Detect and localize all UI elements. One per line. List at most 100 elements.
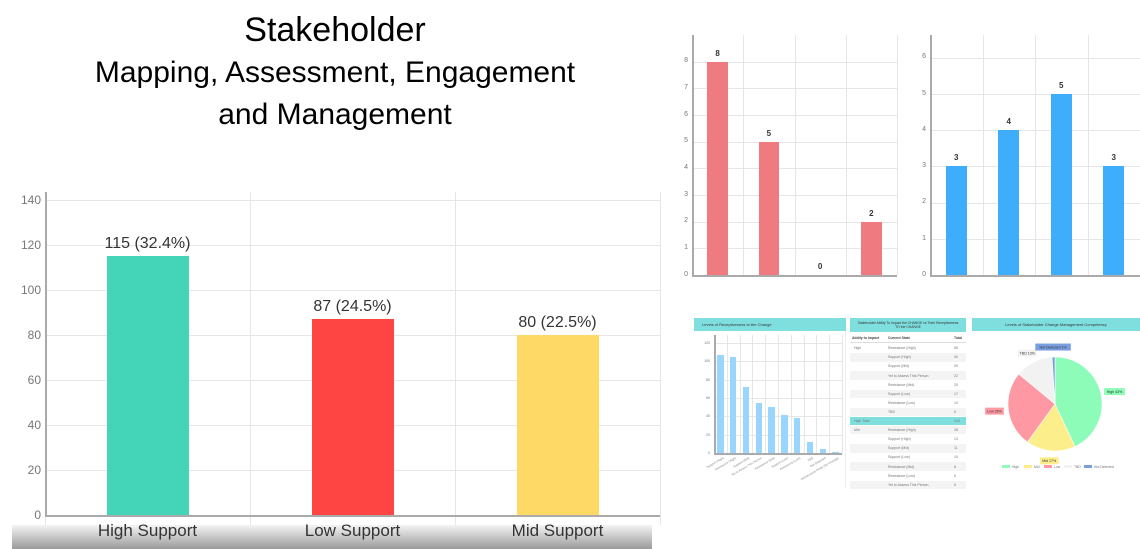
- y-tick-label: 120: [20, 237, 41, 252]
- table-cell: 6: [954, 473, 956, 478]
- bar: [755, 402, 762, 453]
- y-axis: [714, 335, 716, 453]
- table-cell: Resistance (Mid): [888, 382, 915, 387]
- grid-line: [739, 335, 741, 453]
- bar: [945, 166, 967, 275]
- grid-line: [778, 335, 779, 453]
- pie-slice-label: High 43%: [1107, 390, 1123, 394]
- table-total-row: High Total 210: [850, 416, 966, 426]
- bar: [794, 418, 801, 453]
- bar-value-label: 8: [715, 48, 720, 58]
- bar-value-label: 4: [1006, 117, 1011, 126]
- column-header: Total: [954, 335, 963, 340]
- table-cell: High Total: [854, 419, 870, 424]
- grid-line: [794, 35, 796, 275]
- bottom-shadow-bar: [12, 525, 652, 549]
- y-tick-label: 120: [704, 340, 710, 345]
- table-cell: 6: [954, 409, 956, 414]
- table-cell: 39: [954, 364, 958, 369]
- pie-svg: High 43%Mid 17%Low 26%TBD 13%Not Detecte…: [985, 343, 1125, 469]
- y-tick-label: 80: [706, 377, 710, 382]
- table-cell: Yet to Assess This Person: [888, 482, 929, 487]
- y-tick-label: 8: [684, 57, 688, 65]
- table-row: Resistance (Mid) 20: [850, 380, 966, 389]
- table-cell: 28: [954, 428, 958, 433]
- table-header: Ability to Impact Current State Total: [850, 334, 966, 343]
- y-tick-label: 6: [684, 110, 688, 118]
- y-tick-label: 100: [20, 282, 41, 297]
- table-row: Resistance (Low) 10: [850, 398, 966, 408]
- y-axis: [692, 35, 694, 275]
- grid-line: [790, 335, 792, 453]
- grid-line: [726, 335, 728, 453]
- y-tick-label: 60: [27, 372, 41, 387]
- y-axis: [45, 192, 47, 515]
- bar: [861, 221, 882, 275]
- bar: [832, 452, 839, 453]
- grid-line: [743, 35, 745, 275]
- table-cell: 8: [954, 464, 956, 469]
- table-row: Yet to Assess This Person 5: [850, 480, 966, 490]
- table-row: Support (Mid) 39: [850, 362, 966, 371]
- support-bar-chart: 0 20 40 60 80 100 120 140 115 (32.4%) High Suppor…: [0, 185, 661, 549]
- y-tick-label: 40: [27, 417, 41, 432]
- title-line-1: Stakeholder: [244, 11, 426, 49]
- grid-line: [1035, 35, 1036, 275]
- grid-line: [45, 290, 660, 291]
- category-label: Low Support: [304, 521, 401, 540]
- table-cell: Resistance (Low): [888, 473, 916, 478]
- pie-slice: [1007, 373, 1056, 443]
- pie-slice-label: TBD 13%: [1020, 352, 1036, 356]
- bar-value-label: 3: [1111, 153, 1116, 163]
- table-cell: 13: [954, 437, 958, 442]
- table-row: Support (Low) 17: [850, 389, 966, 399]
- table-cell: Support (Low): [888, 391, 910, 396]
- pie-slice-label: Mid 17%: [1042, 459, 1057, 463]
- bar: [819, 449, 826, 453]
- y-tick-label: 2: [922, 198, 926, 206]
- impact-table-panel: Stakeholder Ability To Impact the CHANGE…: [850, 318, 966, 490]
- y-tick-label: 140: [20, 192, 41, 207]
- y-tick-label: 0: [34, 507, 41, 522]
- table-cell: Support (High): [888, 437, 911, 442]
- grid-line: [752, 335, 754, 453]
- grid-line: [1087, 35, 1089, 275]
- grid-line: [45, 200, 660, 201]
- bar-value-label: 80 (22.5%): [518, 314, 597, 331]
- category-label: High Support: [97, 521, 198, 540]
- legend-swatch: [1064, 465, 1072, 468]
- grid-line: [816, 335, 818, 453]
- table-cell: Yet to Assess This Person: [888, 373, 929, 378]
- bar: [806, 442, 814, 453]
- bar: [998, 130, 1020, 275]
- table-cell: Resistance (High): [888, 346, 916, 351]
- bar: [1050, 93, 1072, 275]
- column-header: Ability to Impact: [852, 335, 880, 340]
- x-axis: [45, 515, 660, 517]
- legend-label: Mid: [1034, 465, 1040, 469]
- pie-label-bg: [1039, 457, 1059, 465]
- y-tick-label: 2: [684, 217, 688, 225]
- table-row: TBD 6: [850, 407, 966, 417]
- bar: [311, 319, 394, 515]
- grid-line: [845, 35, 847, 275]
- table-cell: 22: [954, 373, 958, 378]
- legend-label: High: [1012, 465, 1019, 469]
- table-cell: Resistance (Low): [888, 400, 916, 405]
- table-cell: Support (Mid): [888, 364, 910, 369]
- legend-swatch: [1002, 465, 1010, 468]
- x-axis: [692, 275, 897, 277]
- pie-slice-label: Not Detected 1%: [1039, 346, 1067, 350]
- table-cell: 10: [954, 455, 958, 460]
- x-axis: [930, 275, 1140, 277]
- competency-pie-chart: High 43% Mid 17% Low 26% TBD 13% Not Detecte…: [972, 332, 1140, 488]
- legend-swatch: [1044, 465, 1052, 468]
- grid-line: [982, 35, 984, 275]
- column-header: Current State: [888, 335, 911, 340]
- table-row: Resistance (Low) 6: [850, 471, 966, 480]
- category-label: Mid Support: [511, 521, 604, 540]
- table-cell: 20: [954, 382, 958, 387]
- y-tick-label: 7: [684, 84, 688, 92]
- pie-label-bg: [1035, 343, 1071, 351]
- competency-pie-panel: Levels of Stakeholder Change Management …: [972, 318, 1140, 488]
